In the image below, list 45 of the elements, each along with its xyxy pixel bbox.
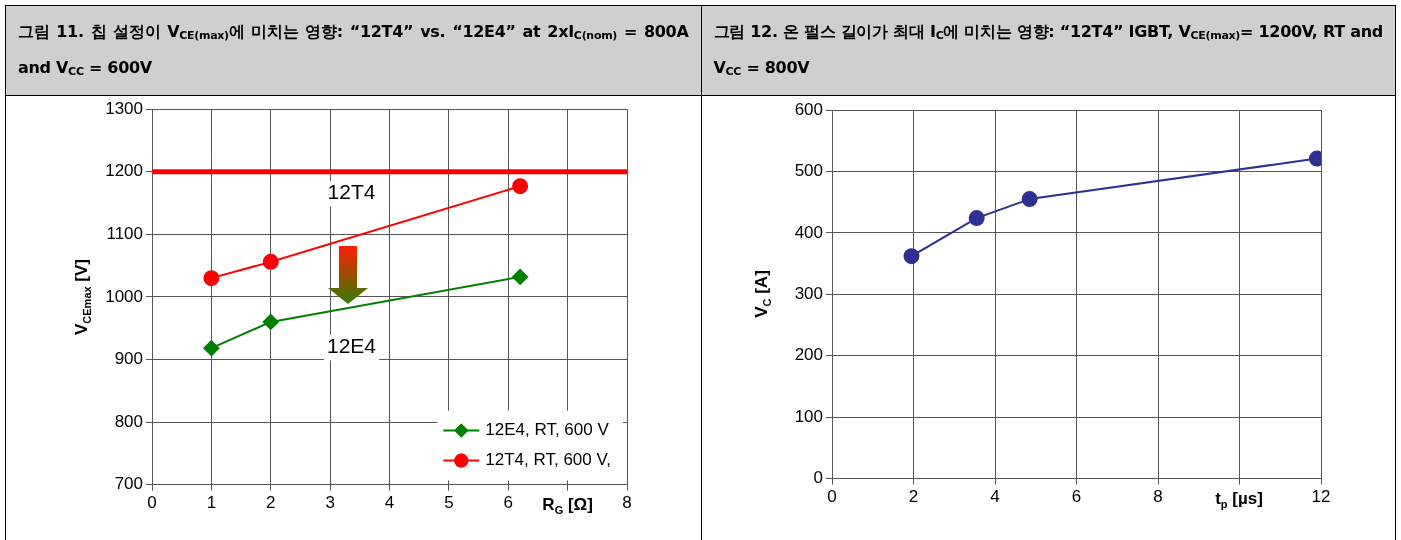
point <box>512 178 529 195</box>
x-tick-label: 1 <box>206 493 217 513</box>
chart-title: 그림 12. 온 펄스 길이가 최대 I$_{C}$에 미치는 영향: “12T4” IGBT, V$_{CE(max)}$= 1200V, RT and V$_{CC}$ = 800V <box>713 22 1383 78</box>
x-tick-label: 6 <box>1071 487 1081 507</box>
x-tick-label: 5 <box>444 493 454 513</box>
y-tick-label: 0 <box>813 468 823 488</box>
y-tick-label: 1100 <box>106 224 143 244</box>
point <box>512 268 529 285</box>
legend-label: 12T4, RT, 600 V, <box>485 450 611 470</box>
y-tick-label: 400 <box>794 222 823 242</box>
x-axis-title: t$_{p}$ [µs] <box>1215 488 1263 510</box>
legend-label: 12E4, RT, 600 V <box>485 420 610 440</box>
x-tick-label: 4 <box>384 493 395 513</box>
point <box>968 210 985 227</box>
point <box>262 253 279 270</box>
x-tick-label: 4 <box>989 487 1000 507</box>
y-tick-label: 500 <box>794 161 823 181</box>
x-tick-label: 2 <box>266 493 276 513</box>
chart-title: 그림 11. 칩 설정이 V$_{CE(max)}$에 미치는 영향: “12T4” vs. “12E4” at 2xI$_{C(nom)}$ = 800A and V$_{CC}$ = 600V <box>18 22 689 78</box>
y-tick-label: 800 <box>114 411 143 431</box>
y-tick-label: 100 <box>794 406 823 426</box>
point <box>902 248 919 265</box>
x-tick-label: 0 <box>147 493 157 513</box>
y-tick-label: 300 <box>794 283 823 303</box>
point <box>203 340 220 357</box>
x-tick-label: 3 <box>325 493 335 513</box>
x-tick-label: 8 <box>1152 487 1163 507</box>
annotation: 12T4 <box>327 180 376 204</box>
point <box>262 313 279 330</box>
y-tick-label: 1200 <box>105 161 143 181</box>
y-tick-label: 1000 <box>105 286 143 306</box>
point <box>203 270 220 287</box>
x-tick-label: 12 <box>1311 487 1330 507</box>
y-tick-label: 900 <box>114 349 143 369</box>
y-tick-label: 200 <box>794 345 823 365</box>
y-tick-label: 700 <box>114 474 143 494</box>
x-axis-title: R$_{G}$ [Ω] <box>542 494 593 516</box>
y-tick-label: 1300 <box>105 98 143 118</box>
x-tick-label: 6 <box>503 493 513 513</box>
x-tick-label: 0 <box>826 487 837 507</box>
y-tick-label: 600 <box>794 99 823 119</box>
point <box>1021 191 1038 208</box>
annotation: 12E4 <box>326 334 377 358</box>
x-tick-label: 8 <box>622 493 632 513</box>
x-tick-label: 2 <box>908 487 918 507</box>
